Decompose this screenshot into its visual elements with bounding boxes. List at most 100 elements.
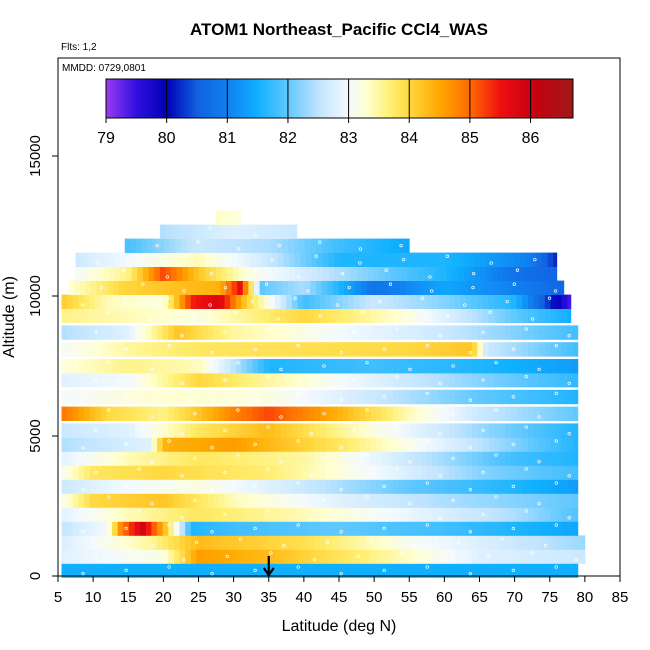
heat-cell [89,294,96,309]
heat-cell [246,563,253,578]
heat-cell [325,451,332,466]
heat-cell [72,507,79,522]
heat-cell [409,342,416,357]
heat-cell [232,252,239,267]
heat-cell [556,549,563,564]
heat-cell [379,252,386,267]
heat-cell [196,308,203,323]
sample-point [524,425,528,429]
heat-cell [348,308,355,323]
heat-cell [364,479,372,494]
heat-cell [95,423,102,438]
heat-cell [303,406,310,421]
heat-cell [83,563,91,578]
heat-cell [325,465,332,480]
heat-cell [446,266,453,281]
sample-point [567,516,571,520]
heat-cell [117,406,124,421]
heat-cell [303,308,310,323]
heat-cell [550,493,557,508]
heat-cell [400,280,407,295]
heat-cell [218,493,225,508]
heat-cell [372,238,379,253]
heat-cell [449,342,456,357]
sample-point [209,271,213,276]
heat-cell [196,342,203,357]
heat-cell [241,465,248,480]
heat-cell [556,373,563,388]
heat-cell [505,465,512,480]
heat-cell [258,451,265,466]
x-tick-label: 25 [190,589,207,606]
heat-cell [331,325,338,340]
sample-point [322,364,326,368]
heat-cell [572,406,579,421]
heat-cell [567,437,574,452]
heat-cell [175,280,182,295]
heat-cell [213,493,220,508]
heat-cell [432,342,439,357]
heat-cell [572,342,579,357]
heat-cell [232,266,239,281]
heat-cell [398,308,405,323]
heat-cell [443,549,450,564]
heat-cell [186,280,193,295]
heat-cell [298,280,305,295]
heat-cell [556,406,563,421]
heat-cell [303,373,310,388]
sample-point [167,391,171,396]
heat-cell [89,465,96,480]
sample-point [500,537,504,541]
heat-cell [151,325,158,340]
heat-cell [89,521,96,536]
sample-point [468,350,472,355]
heat-cell [168,521,175,536]
heat-cell [449,535,456,550]
heat-cell [203,238,210,253]
heat-cell [438,437,445,452]
sample-point [250,299,255,304]
heat-cell [113,280,120,295]
heat-cell [393,373,400,388]
heat-cell [550,308,557,323]
heat-cell [100,294,107,309]
heat-cell [224,451,231,466]
sample-point [547,296,552,300]
heat-cell [293,280,300,295]
heat-cell [377,238,384,253]
heat-cell [572,521,579,536]
heat-cell [449,373,456,388]
heat-cell [331,479,338,494]
heat-cell [477,507,484,522]
heat-cell [269,535,276,550]
heat-cell [214,238,221,253]
heat-cell [303,437,310,452]
sample-point [81,398,85,402]
sample-point [369,537,373,541]
heat-cell [103,266,110,281]
heat-cell [490,280,497,295]
sample-point [124,347,128,351]
heat-cell [61,549,68,564]
heat-cell [81,252,88,267]
heat-cell [277,266,284,281]
sample-point [124,442,128,447]
heat-cell [291,359,298,374]
heat-cell [95,437,102,452]
sample-point [180,516,184,520]
heat-cell [196,437,203,452]
heat-cell [443,563,450,578]
heat-cell [202,389,209,405]
heat-cell [322,252,329,267]
heat-cell [488,423,495,438]
heat-cell [376,342,383,357]
heat-cell [131,266,138,281]
heat-cell [556,507,563,522]
heat-cell [331,389,338,405]
sample-point [137,425,141,429]
heat-cell [572,359,579,374]
heat-cell [320,563,327,578]
heat-cell [494,451,501,466]
heat-cell [449,406,456,421]
heat-cell [106,373,113,388]
